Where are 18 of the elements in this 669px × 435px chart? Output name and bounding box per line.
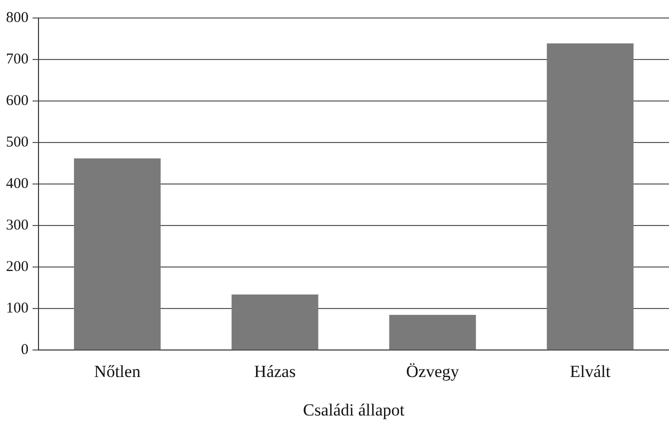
x-tick-label: Elvált (570, 362, 611, 381)
y-tick-label: 600 (6, 92, 28, 109)
y-tick-label: 200 (6, 259, 28, 276)
bar (232, 294, 318, 350)
bar (546, 43, 634, 350)
y-tick-label: 0 (21, 342, 28, 358)
x-tick-label: Nőtlen (94, 362, 141, 381)
x-tick-label: Házas (254, 362, 296, 381)
y-tick-label: 800 (6, 10, 28, 26)
bar (74, 158, 161, 350)
x-axis-title: Családi állapot (302, 400, 405, 420)
y-tick-label: 500 (6, 134, 28, 151)
y-tick-label: 100 (6, 300, 28, 317)
y-tick-label: 700 (6, 51, 28, 68)
y-tick-label: 300 (6, 218, 28, 234)
y-tick-label: 400 (6, 176, 28, 192)
x-tick-label: Özvegy (406, 362, 460, 381)
bar (389, 314, 476, 350)
